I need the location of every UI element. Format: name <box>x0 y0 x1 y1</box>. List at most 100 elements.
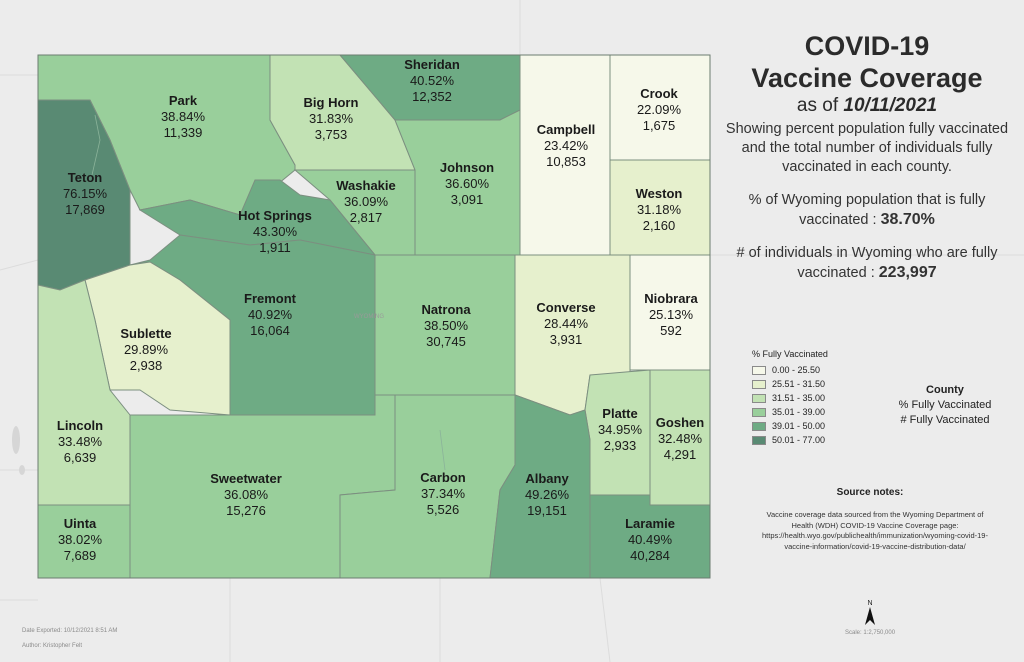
state-pct-label: % of Wyoming population that is fully va… <box>748 192 986 228</box>
fremont-pct: 40.92% <box>248 307 293 322</box>
park-pct: 38.84% <box>161 109 206 124</box>
albany-name: Albany <box>525 471 569 486</box>
big-horn-count: 3,753 <box>315 127 348 142</box>
converse-pct: 28.44% <box>544 316 589 331</box>
north-arrow: N <box>862 600 878 627</box>
fremont-name: Fremont <box>244 291 297 306</box>
laramie-count: 40,284 <box>630 548 670 563</box>
sheridan-count: 12,352 <box>412 89 452 104</box>
legend-swatch <box>752 379 766 389</box>
teton-pct: 76.15% <box>63 186 108 201</box>
niobrara-count: 592 <box>660 323 682 338</box>
crook-count: 1,675 <box>643 118 676 133</box>
legend-swatch <box>752 365 766 375</box>
state-pct-stat: % of Wyoming population that is fully va… <box>722 191 1012 230</box>
legend-item: 25.51 - 31.50 <box>752 377 882 391</box>
lincoln-name: Lincoln <box>57 418 103 433</box>
legend-label: 50.01 - 77.00 <box>772 435 826 445</box>
natrona-count: 30,745 <box>426 334 466 349</box>
sweetwater-name: Sweetwater <box>210 471 282 486</box>
goshen-count: 4,291 <box>664 447 697 462</box>
uinta-count: 7,689 <box>64 548 97 563</box>
weston-name: Weston <box>636 186 683 201</box>
crook-pct: 22.09% <box>637 102 682 117</box>
sublette-name: Sublette <box>120 326 171 341</box>
as-of-line: as of 10/11/2021 <box>722 94 1012 118</box>
legend-swatch <box>752 421 766 431</box>
source-text: Vaccine coverage data sourced from the W… <box>762 510 988 551</box>
carbon-count: 5,526 <box>427 502 460 517</box>
description: Showing percent population fully vaccina… <box>725 121 1009 175</box>
hot-springs-pct: 43.30% <box>253 224 298 239</box>
title-line2: Vaccine Coverage <box>751 63 983 93</box>
park-name: Park <box>169 93 198 108</box>
johnson-name: Johnson <box>440 160 494 175</box>
sublette-count: 2,938 <box>130 358 163 373</box>
park-count: 11,339 <box>164 125 203 140</box>
laramie-pct: 40.49% <box>628 532 673 547</box>
natrona-pct: 38.50% <box>424 318 469 333</box>
basemap-lakes <box>12 426 25 475</box>
hot-springs-count: 1,911 <box>259 240 291 255</box>
legend-label: 0.00 - 25.50 <box>772 365 821 375</box>
as-of-date: 10/11/2021 <box>843 95 938 116</box>
sweetwater-pct: 36.08% <box>224 487 269 502</box>
goshen-name: Goshen <box>656 415 704 430</box>
natrona-name: Natrona <box>421 302 471 317</box>
washakie-count: 2,817 <box>350 210 383 225</box>
legend-swatch <box>752 407 766 417</box>
campbell-name: Campbell <box>537 122 596 137</box>
lincoln-count: 6,639 <box>64 450 97 465</box>
laramie-name: Laramie <box>625 516 675 531</box>
date-exported: Date Exported: 10/12/2021 8:51 AM <box>22 628 118 634</box>
title-line1: COVID-19 <box>804 31 930 61</box>
washakie-pct: 36.09% <box>344 194 389 209</box>
county-layer <box>37 54 711 579</box>
uinta-pct: 38.02% <box>58 532 103 547</box>
big-horn-pct: 31.83% <box>309 111 354 126</box>
state-count-label: # of individuals in Wyoming who are full… <box>736 245 998 281</box>
johnson-count: 3,091 <box>451 192 484 207</box>
hydro-lines <box>91 114 446 471</box>
campbell-pct: 23.42% <box>544 138 589 153</box>
carbon-name: Carbon <box>420 470 466 485</box>
lincoln-pct: 33.48% <box>58 434 103 449</box>
legend-item: 39.01 - 50.00 <box>752 419 882 433</box>
weston-count: 2,160 <box>643 218 676 233</box>
sweetwater-count: 15,276 <box>226 503 266 518</box>
author: Author: Kristopher Felt <box>22 643 83 649</box>
legend-label: 35.01 - 39.00 <box>772 407 826 417</box>
converse-name: Converse <box>536 300 595 315</box>
platte-name: Platte <box>602 406 637 421</box>
crook-name: Crook <box>640 86 678 101</box>
north-label: N <box>867 600 873 607</box>
as-of-prefix: as of <box>796 95 839 116</box>
info-panel: COVID-19 Vaccine Coverage as of 10/11/20… <box>722 30 1012 283</box>
sheridan-name: Sheridan <box>404 57 460 72</box>
platte-pct: 34.95% <box>598 422 643 437</box>
county-key-title: County <box>926 384 964 396</box>
county-key-line1: % Fully Vaccinated <box>898 399 992 411</box>
weston-pct: 31.18% <box>637 202 682 217</box>
legend-item: 31.51 - 35.00 <box>752 391 882 405</box>
legend-label: 39.01 - 50.00 <box>772 421 826 431</box>
sublette-pct: 29.89% <box>124 342 169 357</box>
uinta-name: Uinta <box>64 516 97 531</box>
hot-springs-name: Hot Springs <box>238 208 312 223</box>
teton-name: Teton <box>68 170 102 185</box>
source-title: Source notes: <box>836 487 904 498</box>
albany-pct: 49.26% <box>525 487 570 502</box>
sheridan-pct: 40.52% <box>410 73 455 88</box>
teton-count: 17,869 <box>65 202 105 217</box>
converse-count: 3,931 <box>550 332 583 347</box>
state-count-value: 223,997 <box>878 264 937 281</box>
legend-item: 50.01 - 77.00 <box>752 433 882 447</box>
legend-label: 31.51 - 35.00 <box>772 393 826 403</box>
carbon-pct: 37.34% <box>421 486 466 501</box>
legend: % Fully Vaccinated 0.00 - 25.50 25.51 - 3… <box>752 349 882 447</box>
legend-swatch <box>752 393 766 403</box>
legend-title: % Fully Vaccinated <box>752 349 828 359</box>
big-horn-name: Big Horn <box>304 95 359 110</box>
